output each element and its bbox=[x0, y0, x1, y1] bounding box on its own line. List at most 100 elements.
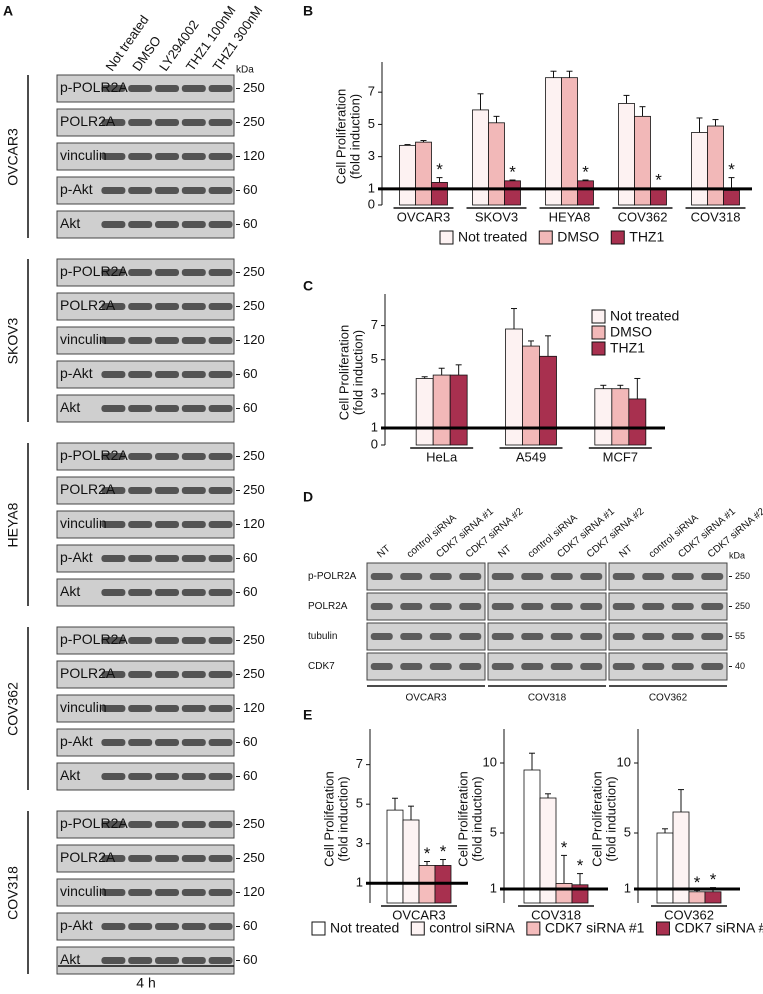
band bbox=[101, 521, 126, 528]
band bbox=[459, 663, 482, 670]
band bbox=[181, 303, 206, 310]
legend-label: DMSO bbox=[610, 324, 652, 340]
lane-label: NT bbox=[375, 543, 392, 560]
band bbox=[181, 221, 206, 228]
kda-label: 120 bbox=[243, 516, 265, 531]
y-axis-label: Cell Proliferation bbox=[455, 771, 470, 866]
kda-label: 120 bbox=[243, 332, 265, 347]
band bbox=[370, 603, 393, 610]
band bbox=[155, 957, 179, 964]
lane-label: control siRNA bbox=[526, 512, 580, 560]
band bbox=[155, 85, 179, 92]
bar bbox=[415, 141, 432, 206]
band bbox=[128, 119, 153, 126]
kda-label: 60 bbox=[243, 216, 257, 231]
y-tick-label: 3 bbox=[371, 385, 378, 400]
row-label: p-Akt bbox=[60, 733, 93, 749]
band bbox=[521, 573, 544, 580]
y-tick-label: 5 bbox=[371, 351, 378, 366]
bar bbox=[594, 388, 613, 446]
band bbox=[208, 85, 233, 92]
band bbox=[128, 957, 153, 964]
band bbox=[101, 453, 126, 460]
row-label: POLR2A bbox=[60, 113, 116, 129]
y-axis-label: (fold induction) bbox=[603, 776, 618, 861]
band bbox=[400, 663, 423, 670]
y-tick-label: 7 bbox=[371, 317, 378, 332]
lane-label: control siRNA bbox=[647, 512, 701, 560]
band bbox=[128, 739, 153, 746]
row-label: Akt bbox=[60, 583, 80, 599]
band bbox=[128, 773, 153, 780]
y-axis-label: (fold induction) bbox=[469, 776, 484, 861]
band bbox=[101, 821, 126, 828]
bar bbox=[488, 122, 505, 206]
band bbox=[155, 405, 179, 412]
band bbox=[155, 739, 179, 746]
bar bbox=[561, 77, 578, 206]
panel-letter: E bbox=[303, 707, 312, 723]
y-axis-label: (fold induction) bbox=[350, 330, 365, 415]
band bbox=[101, 303, 126, 310]
band bbox=[101, 957, 126, 964]
band bbox=[128, 187, 153, 194]
x-tick-label: MCF7 bbox=[603, 449, 638, 464]
band bbox=[181, 153, 206, 160]
band bbox=[701, 573, 724, 580]
band bbox=[208, 371, 233, 378]
significance-mark: * bbox=[424, 844, 431, 863]
legend-swatch bbox=[591, 325, 606, 340]
band bbox=[128, 923, 153, 930]
x-tick-label: SKOV3 bbox=[475, 209, 518, 224]
band bbox=[370, 573, 393, 580]
band bbox=[181, 269, 206, 276]
bar bbox=[656, 832, 674, 904]
band bbox=[701, 663, 724, 670]
bar bbox=[723, 190, 740, 206]
band bbox=[370, 663, 393, 670]
legend-label: CDK7 siRNA #2 bbox=[674, 920, 763, 936]
band bbox=[101, 773, 126, 780]
kda-label: 60 bbox=[243, 952, 257, 967]
band bbox=[671, 603, 694, 610]
y-tick-label: 5 bbox=[356, 796, 363, 811]
x-tick-label: HeLa bbox=[426, 449, 458, 464]
band bbox=[181, 487, 206, 494]
band bbox=[155, 705, 179, 712]
band bbox=[155, 269, 179, 276]
legend-label: Not treated bbox=[458, 229, 527, 245]
band bbox=[642, 633, 665, 640]
band bbox=[181, 85, 206, 92]
band bbox=[101, 85, 126, 92]
band bbox=[181, 521, 206, 528]
band bbox=[181, 671, 206, 678]
band bbox=[181, 773, 206, 780]
group-label: COV318 bbox=[528, 693, 567, 704]
kda-label: 60 bbox=[243, 584, 257, 599]
band bbox=[128, 889, 153, 896]
y-tick-label: 3 bbox=[368, 148, 375, 163]
band bbox=[400, 633, 423, 640]
band bbox=[155, 555, 179, 562]
row-label: vinculin bbox=[60, 331, 107, 347]
band bbox=[208, 773, 233, 780]
legend-swatch bbox=[439, 230, 454, 245]
kda-label: 60 bbox=[243, 734, 257, 749]
panel-letter: B bbox=[303, 3, 313, 19]
lane-label: NT bbox=[496, 543, 513, 560]
kda-label: 60 bbox=[243, 550, 257, 565]
y-tick-label: 1 bbox=[624, 880, 631, 895]
band bbox=[208, 957, 233, 964]
y-tick-label: 0 bbox=[371, 436, 378, 451]
kda-label: 40 bbox=[735, 661, 745, 671]
band bbox=[400, 603, 423, 610]
row-label: p-POLR2A bbox=[308, 571, 357, 582]
group-label: COV362 bbox=[649, 693, 688, 704]
x-tick-label: OVCAR3 bbox=[397, 209, 450, 224]
bar bbox=[545, 77, 562, 206]
band bbox=[208, 589, 233, 596]
kda-label: 250 bbox=[735, 571, 750, 581]
band bbox=[459, 603, 482, 610]
band bbox=[208, 671, 233, 678]
band bbox=[181, 187, 206, 194]
